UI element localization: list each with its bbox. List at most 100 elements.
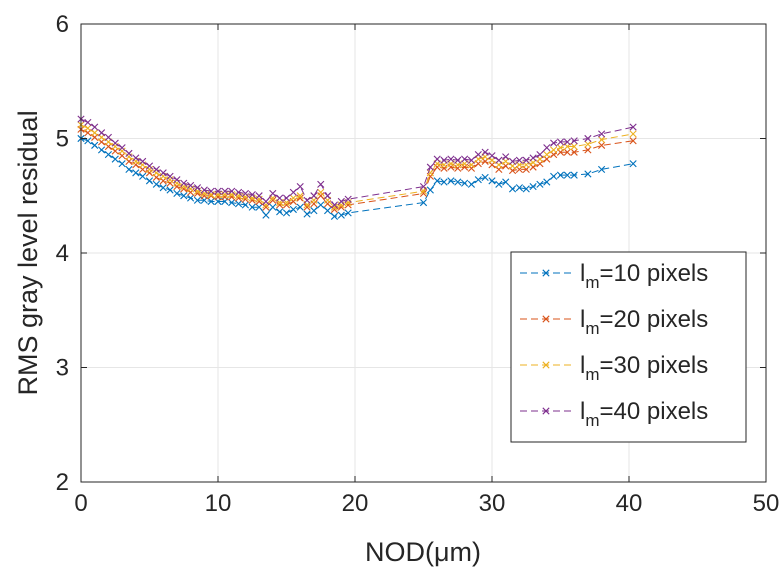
data-point: [241, 193, 249, 201]
data-point: [166, 186, 174, 194]
marker-stroke: [221, 187, 229, 195]
marker-stroke: [111, 155, 119, 163]
data-point: [248, 191, 256, 199]
data-point: [152, 165, 160, 174]
data-point: [97, 129, 106, 137]
data-point: [550, 146, 558, 154]
marker-stroke: [145, 165, 154, 174]
marker-stroke: [187, 181, 195, 190]
data-point: [317, 180, 325, 188]
marker-stroke: [629, 123, 637, 131]
data-point: [91, 123, 99, 131]
marker-stroke: [550, 172, 558, 180]
legend-item-3: lm=30 pixels: [520, 352, 708, 384]
marker-stroke: [317, 180, 325, 188]
marker-stroke: [84, 118, 92, 127]
data-point: [248, 203, 256, 211]
marker-stroke: [426, 163, 434, 171]
marker-stroke: [317, 201, 325, 209]
marker-stroke: [543, 144, 551, 152]
data-point: [111, 139, 119, 147]
marker-stroke: [629, 160, 637, 168]
y-tick-label: 5: [56, 126, 69, 153]
series-4: [77, 115, 637, 209]
x-tick-labels: 0 10 20 30 40 50: [74, 490, 779, 517]
marker-stroke: [248, 203, 256, 211]
data-point: [324, 200, 332, 208]
marker-stroke: [556, 171, 565, 179]
marker-stroke: [584, 170, 592, 178]
data-point: [522, 185, 530, 193]
ticks: [80, 23, 767, 483]
data-point: [296, 183, 304, 191]
data-point: [248, 194, 256, 202]
data-point: [543, 150, 551, 159]
data-point: [440, 156, 448, 164]
data-point: [461, 179, 469, 187]
marker-stroke: [522, 185, 530, 193]
marker-stroke: [529, 154, 537, 162]
marker-stroke: [461, 155, 469, 163]
marker-stroke: [447, 177, 455, 185]
marker-stroke: [180, 192, 188, 200]
marker-stroke: [419, 189, 428, 198]
legend-label-rest: =40 pixels: [600, 398, 709, 425]
data-point: [440, 178, 448, 186]
data-point: [228, 187, 236, 195]
marker-stroke: [570, 137, 578, 145]
marker-stroke: [289, 205, 297, 214]
legend-label-rest: =10 pixels: [600, 260, 709, 287]
marker-stroke: [454, 178, 462, 186]
data-point: [563, 138, 571, 146]
marker-stroke: [228, 199, 236, 207]
marker-stroke: [193, 196, 202, 204]
marker-stroke: [289, 188, 297, 196]
data-point: [629, 130, 637, 138]
data-point: [310, 192, 318, 200]
marker-stroke: [125, 149, 133, 157]
data-point: [91, 129, 99, 137]
data-point: [118, 160, 126, 168]
x-tick-label: 10: [205, 490, 232, 517]
data-point: [296, 194, 304, 202]
data-point: [262, 211, 270, 219]
marker-stroke: [97, 129, 106, 137]
marker-stroke: [262, 203, 270, 211]
data-point: [310, 200, 318, 208]
marker-stroke: [255, 192, 263, 200]
legend-label-rest: =20 pixels: [600, 306, 709, 333]
data-point: [467, 180, 476, 188]
marker-stroke: [187, 194, 195, 202]
data-point: [433, 163, 441, 171]
data-point: [200, 189, 208, 198]
marker-stroke: [570, 171, 578, 179]
data-point: [221, 191, 229, 199]
data-point: [166, 172, 174, 180]
data-point: [104, 150, 112, 159]
data-point: [337, 201, 345, 209]
legend-swatch-marker: [542, 269, 550, 277]
marker-stroke: [91, 123, 99, 131]
marker-stroke: [495, 180, 503, 188]
marker-stroke: [433, 163, 441, 171]
marker-stroke: [234, 200, 243, 208]
marker-stroke: [433, 177, 441, 185]
marker-stroke: [234, 188, 243, 196]
marker-stroke: [629, 130, 637, 138]
data-point: [570, 171, 578, 179]
marker-stroke: [474, 150, 482, 159]
marker-stroke: [598, 136, 606, 144]
data-point: [529, 154, 537, 162]
data-point: [584, 140, 592, 148]
data-point: [84, 124, 92, 132]
legend-label: lm=30 pixels: [580, 352, 708, 384]
marker-stroke: [563, 138, 571, 146]
marker-stroke: [296, 203, 304, 211]
marker-stroke: [180, 183, 188, 191]
marker-stroke: [193, 184, 202, 192]
legend-label: lm=40 pixels: [580, 398, 708, 430]
data-point: [550, 139, 558, 147]
data-point: [289, 194, 297, 202]
data-point: [454, 178, 462, 186]
